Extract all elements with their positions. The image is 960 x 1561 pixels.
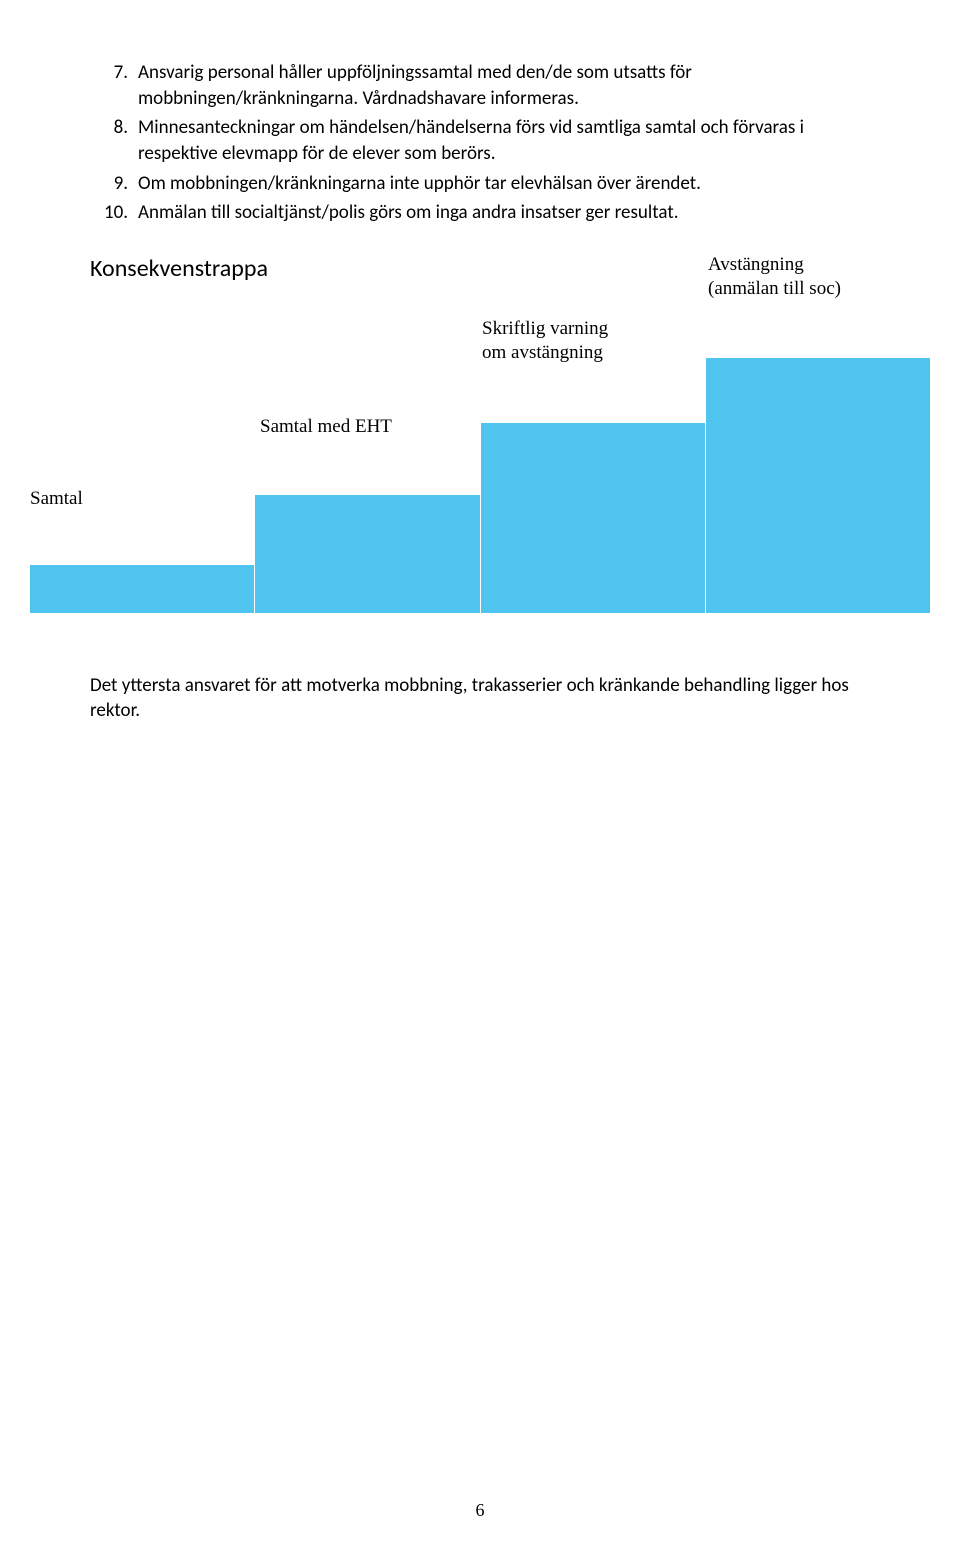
list-item-number: 8. xyxy=(90,115,138,166)
stair-step-bar xyxy=(255,495,479,613)
numbered-list: 7.Ansvarig personal håller uppföljningss… xyxy=(90,60,870,226)
page-number: 6 xyxy=(0,1500,960,1521)
list-item-text: Anmälan till socialtjänst/polis görs om … xyxy=(138,200,870,226)
list-item-text: Om mobbningen/kränkningarna inte upphör … xyxy=(138,171,870,197)
stair-step-bar xyxy=(481,423,705,613)
list-item: 9.Om mobbningen/kränkningarna inte upphö… xyxy=(90,171,870,197)
list-item-text: Minnesanteckningar om händelsen/händelse… xyxy=(138,115,870,166)
list-item-number: 7. xyxy=(90,60,138,111)
stair-step-label: Avstängning (anmälan till soc) xyxy=(708,253,841,301)
list-item: 8.Minnesanteckningar om händelsen/händel… xyxy=(90,115,870,166)
list-item: 10.Anmälan till socialtjänst/polis görs … xyxy=(90,200,870,226)
list-item-text: Ansvarig personal håller uppföljningssam… xyxy=(138,60,870,111)
body-paragraph: Det yttersta ansvaret för att motverka m… xyxy=(90,673,870,724)
staircase-chart: SamtalSamtal med EHTSkriftlig varning om… xyxy=(30,303,930,613)
document-page: 7.Ansvarig personal håller uppföljningss… xyxy=(0,0,960,1561)
stair-step-bar xyxy=(706,358,930,613)
list-item-number: 9. xyxy=(90,171,138,197)
stair-step-bar xyxy=(30,565,254,613)
list-item: 7.Ansvarig personal håller uppföljningss… xyxy=(90,60,870,111)
list-item-number: 10. xyxy=(90,200,138,226)
